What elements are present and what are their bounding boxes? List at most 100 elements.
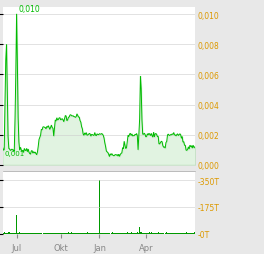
Bar [92,233,93,234]
Bar [121,233,122,234]
Bar [89,233,90,234]
Bar [56,233,57,234]
Bar [168,233,169,234]
Bar [93,233,94,234]
Bar [104,233,105,234]
Bar [46,233,47,234]
Bar [119,233,120,234]
Bar [153,233,154,234]
Bar [2,233,3,234]
Bar [94,233,95,234]
Bar [166,232,167,234]
Bar [31,233,32,234]
Bar [116,233,117,234]
Bar [25,233,26,234]
Bar [72,233,73,234]
Bar [66,233,67,234]
Bar [8,232,9,234]
Bar [167,233,168,234]
Bar [30,233,31,234]
Bar [120,233,121,234]
Bar [64,233,65,234]
Bar [74,233,75,234]
Bar [38,233,39,234]
Bar [75,233,76,234]
Bar [21,233,22,234]
Text: 0,010: 0,010 [18,5,40,14]
Bar [23,233,24,234]
Bar [136,233,137,234]
Bar [179,232,180,234]
Bar [127,232,128,234]
Bar [33,233,34,234]
Bar [87,233,88,234]
Bar [50,233,51,234]
Bar [95,233,96,234]
Bar [193,233,194,234]
Bar [114,233,115,234]
Bar [62,233,63,234]
Bar [97,233,98,234]
Bar [139,227,140,234]
Bar [105,233,106,234]
Bar [123,233,124,234]
Bar [14,233,15,234]
Bar [59,233,60,234]
Bar [85,233,86,234]
Bar [53,233,54,234]
Bar [182,233,183,234]
Bar [184,233,185,234]
Bar [180,233,181,234]
Bar [81,233,82,234]
Bar [131,233,132,234]
Bar [186,233,187,234]
Bar [60,233,61,234]
Bar [11,233,12,234]
Bar [144,233,145,234]
Bar [58,233,59,234]
Bar [143,233,144,234]
Bar [84,233,85,234]
Bar [152,233,153,234]
Bar [141,232,142,234]
Bar [176,233,177,234]
Bar [98,233,99,234]
Bar [61,233,62,234]
Bar [57,233,58,234]
Bar [20,233,21,234]
Bar [82,233,83,234]
Bar [160,233,161,234]
Bar [161,233,162,234]
Bar [154,233,155,234]
Bar [150,233,151,234]
Bar [100,233,101,234]
Bar [109,233,110,234]
Bar [70,233,71,234]
Bar [99,180,100,234]
Bar [3,233,4,234]
Bar [73,233,74,234]
Bar [39,233,40,234]
Bar [171,233,172,234]
Bar [54,233,55,234]
Bar [163,233,164,234]
Bar [147,233,148,234]
Bar [45,233,46,234]
Bar [194,232,195,234]
Bar [133,233,134,234]
Bar [6,233,7,234]
Bar [158,232,159,234]
Bar [156,233,157,234]
Bar [51,233,52,234]
Bar [170,233,171,234]
Bar [16,215,17,234]
Bar [177,233,178,234]
Bar [185,233,186,234]
Bar [4,221,5,234]
Bar [15,233,16,234]
Bar [52,233,53,234]
Bar [151,233,152,234]
Bar [27,233,28,234]
Bar [17,233,18,234]
Bar [187,233,188,234]
